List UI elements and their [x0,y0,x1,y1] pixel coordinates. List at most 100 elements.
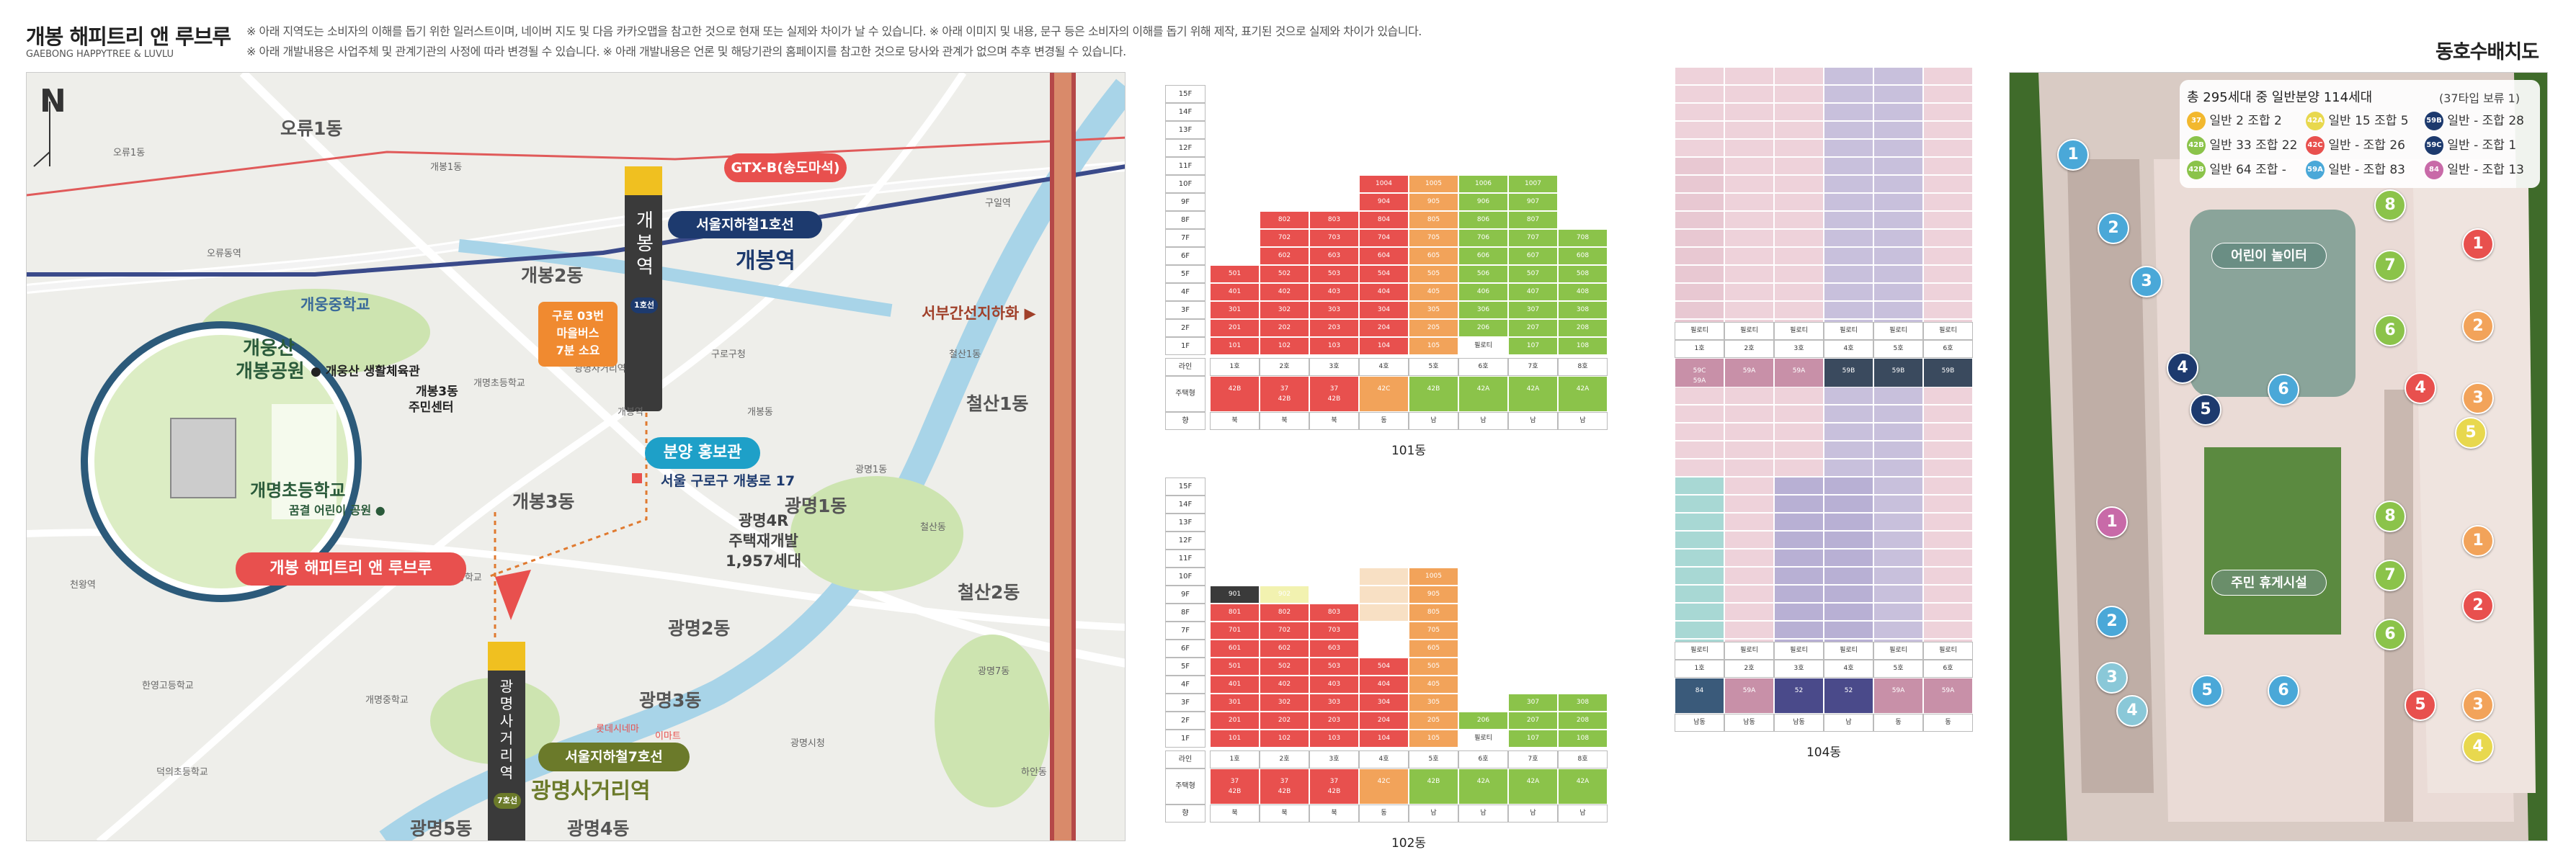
unit-cell: 105 [1409,337,1458,355]
unit-cell [1774,247,1824,265]
unit-cell [1873,175,1923,193]
unit-cell: 202 [1260,319,1309,337]
unit-cell [1923,405,1973,423]
unit-cell [1923,567,1973,585]
unit-cell [1724,85,1774,103]
unit-cell: 402 [1260,283,1309,301]
unit-cell [1508,604,1558,622]
unit-marker: 8 [2374,501,2406,532]
gtx-b-label: GTX-B(송도마석) [724,153,847,182]
site-legend: 총 295세대 중 일반분양 114세대 (37타입 보류 1) 37 일반 2… [2180,80,2540,188]
unit-cell [1873,513,1923,531]
floor-label: 6F [1165,640,1205,658]
district-label: 광명1동 [785,496,847,516]
line-cell: 2호 [1260,750,1309,768]
unit-cell [1675,193,1724,211]
unit-cell [1923,211,1973,229]
unit-cell: 403 [1309,676,1359,694]
unit-cell: 201 [1210,712,1260,730]
unit-cell [1724,585,1774,603]
unit-cell [1774,67,1824,85]
unit-cell [1508,676,1558,694]
map-poi: 덕의초등학교 [156,767,208,778]
unit-cell [1724,301,1774,319]
unit-cell [1824,283,1873,301]
callout-park: 개봉공원 [236,361,305,382]
unit-cell [1675,247,1724,265]
map-poi: 광명시청 [790,738,825,749]
map-poi: 개봉1동 [430,162,463,173]
unit-cell [1923,157,1973,175]
unit-cell [1724,405,1774,423]
unit-cell: 705 [1409,229,1458,247]
bus-line: 구로 03번 [552,309,604,323]
unit-cell [1873,621,1923,639]
line-cell: 3호 [1774,340,1824,358]
unit-cell: 102 [1260,730,1309,748]
unit-cell [1873,139,1923,157]
unit-marker: 3 [2462,689,2494,721]
unit-cell [1873,477,1923,495]
pilotis-cell: 필로티 [1675,642,1724,660]
unit-cell: 802 [1260,211,1309,229]
legend-type-badge: 42A [2306,112,2325,130]
unit-marker: 4 [2462,731,2494,763]
unit-marker: 5 [2455,417,2487,449]
floor-label: 10F [1165,175,1205,193]
unit-cell [1724,193,1774,211]
pilotis-cell: 필로티 [1724,322,1774,340]
unit-cell [1824,175,1873,193]
site-summary-note: (37타입 보류 1) [2439,91,2521,105]
unit-cell [1824,193,1873,211]
unit-cell [1824,603,1873,621]
unit-cell [1923,585,1973,603]
direction-cell: 남 [1824,714,1873,732]
unit-cell [1724,603,1774,621]
unit-cell: 1007 [1508,175,1558,193]
unit-cell: 405 [1409,283,1458,301]
north-indicator: N [40,83,66,120]
type-cell: 42B [1409,768,1458,805]
type-cell: 42C [1359,768,1409,805]
floor-label: 6F [1165,247,1205,265]
unit-cell: 605 [1409,640,1458,658]
unit-cell: 201 [1210,319,1260,337]
type-cell: 42A [1508,768,1558,805]
unit-cell: 905 [1409,193,1458,211]
unit-cell [1724,477,1774,495]
direction-cell: 북 [1260,805,1309,823]
unit-cell [1824,495,1873,513]
line-cell: 3호 [1309,358,1359,376]
unit-cell [1873,531,1923,549]
map-poi: 철산동 [920,522,946,533]
pilotis-cell: 필로티 [1675,322,1724,340]
unit-cell: 202 [1260,712,1309,730]
unit-cell [1724,495,1774,513]
row-label-dir: 향 [1165,412,1205,430]
unit-cell: 305 [1409,694,1458,712]
unit-cell [1675,477,1724,495]
unit-cell [1724,459,1774,477]
legend-item: 84 일반 - 조합 13 [2425,159,2524,179]
unit-cell: 505 [1409,658,1458,676]
type-cell: 37 42B [1309,376,1359,412]
unit-cell: 107 [1508,730,1558,748]
unit-cell [1458,586,1508,604]
unit-cell: 208 [1558,319,1608,337]
unit-cell [1558,193,1608,211]
unit-cell [1359,568,1409,586]
unit-cell [1774,441,1824,459]
gwangmyeong-station-label: 광명사거리역 [531,779,651,804]
line-cell: 7호 [1508,750,1558,768]
unit-cell: 602 [1260,640,1309,658]
unit-cell [1873,211,1923,229]
unit-cell [1824,211,1873,229]
unit-cell: 302 [1260,694,1309,712]
unit-cell: 207 [1508,712,1558,730]
gwangmyeong-station-bar [488,642,525,841]
unit-cell [1359,622,1409,640]
direction-cell: 남 [1508,805,1558,823]
unit-cell [1558,211,1608,229]
unit-cell: 804 [1359,211,1409,229]
